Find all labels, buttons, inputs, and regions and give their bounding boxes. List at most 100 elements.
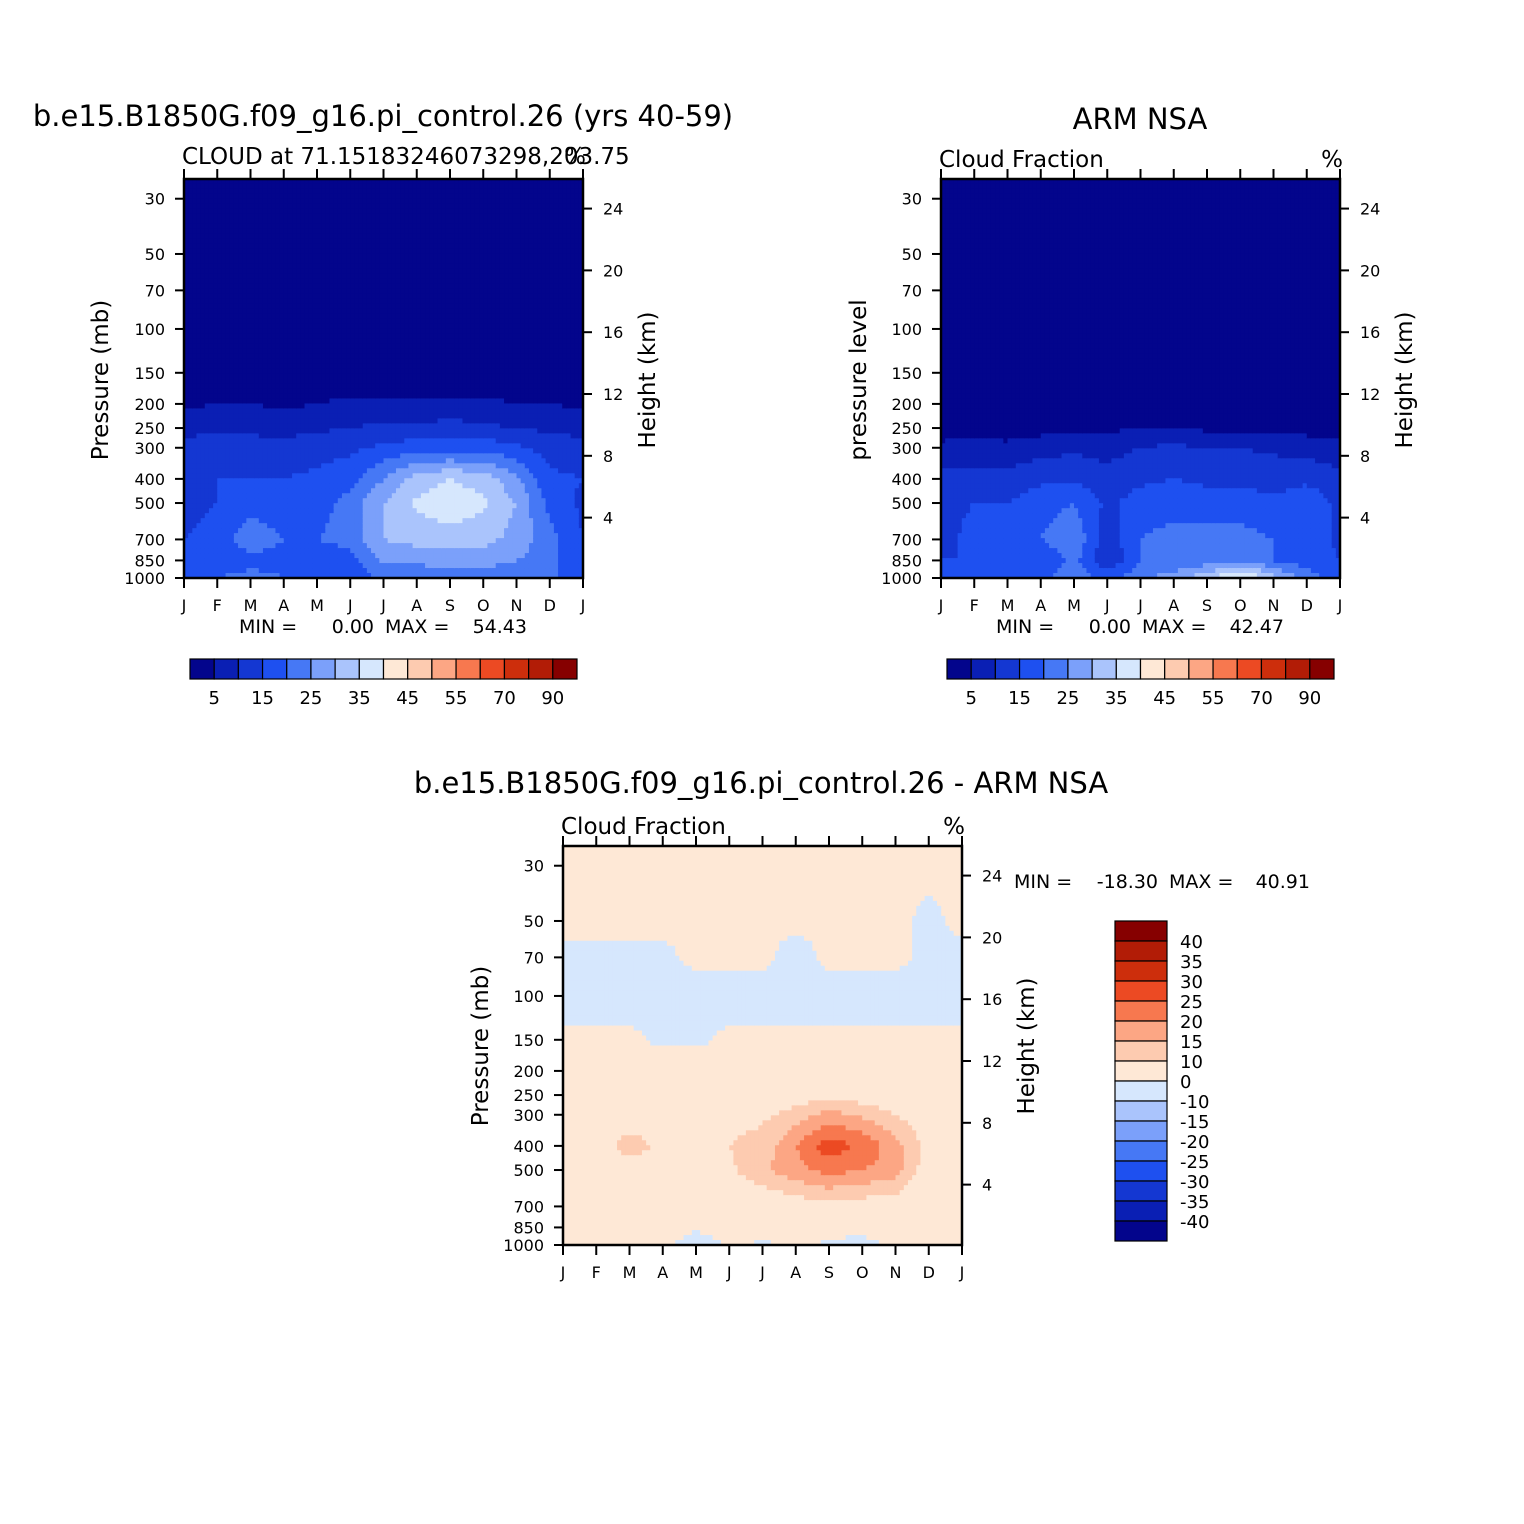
- model-field-cell: [417, 284, 422, 290]
- model-field-cell: [275, 413, 280, 419]
- model-field-cell: [388, 199, 393, 205]
- model-field-cell: [421, 528, 426, 534]
- model-field-cell: [371, 309, 376, 315]
- model-field-cell: [205, 528, 210, 534]
- model-field-cell: [396, 558, 401, 564]
- model-field-cell: [196, 299, 201, 305]
- model-field-cell: [305, 413, 310, 419]
- model-field-cell: [392, 553, 397, 559]
- model-field-cell: [246, 448, 251, 454]
- model-field-cell: [196, 294, 201, 300]
- model-field-cell: [255, 563, 260, 569]
- model-field-cell: [367, 558, 372, 564]
- model-field-cell: [408, 463, 413, 469]
- model-field-cell: [230, 234, 235, 240]
- model-field-cell: [251, 239, 256, 245]
- model-field-cell: [417, 453, 422, 459]
- model-field-cell: [367, 344, 372, 350]
- model-field-cell: [246, 304, 251, 310]
- model-field-cell: [313, 563, 318, 569]
- model-field-cell: [246, 393, 251, 399]
- model-field-cell: [296, 339, 301, 345]
- model-field-cell: [213, 219, 218, 225]
- model-field-cell: [309, 518, 314, 524]
- model-field-cell: [346, 354, 351, 360]
- model-field-cell: [346, 269, 351, 275]
- model-field-cell: [217, 194, 222, 200]
- model-field-cell: [271, 553, 276, 559]
- model-field-cell: [267, 284, 272, 290]
- model-field-cell: [188, 518, 193, 524]
- model-field-cell: [196, 219, 201, 225]
- model-field-cell: [379, 184, 384, 190]
- model-field-cell: [205, 294, 210, 300]
- model-field-cell: [196, 383, 201, 389]
- model-field-cell: [413, 513, 418, 519]
- model-field-cell: [404, 274, 409, 280]
- model-field-cell: [221, 428, 226, 434]
- model-field-cell: [284, 453, 289, 459]
- model-field-cell: [350, 359, 355, 365]
- model-field-cell: [292, 528, 297, 534]
- model-field-cell: [334, 259, 339, 265]
- model-field-cell: [242, 478, 247, 484]
- model-field-cell: [338, 229, 343, 235]
- model-field-cell: [342, 393, 347, 399]
- model-field-cell: [321, 199, 326, 205]
- model-field-cell: [267, 274, 272, 280]
- model-field-cell: [392, 374, 397, 380]
- model-field-cell: [371, 568, 376, 574]
- model-field-cell: [201, 473, 206, 479]
- model-field-cell: [317, 364, 322, 370]
- model-field-cell: [404, 354, 409, 360]
- model-field-cell: [288, 428, 293, 434]
- model-field-cell: [188, 448, 193, 454]
- model-field-cell: [259, 408, 264, 414]
- model-field-cell: [192, 413, 197, 419]
- model-field-cell: [392, 244, 397, 250]
- model-field-cell: [267, 234, 272, 240]
- model-field-cell: [226, 274, 231, 280]
- model-field-cell: [438, 453, 443, 459]
- model-field-cell: [313, 513, 318, 519]
- model-field-cell: [346, 349, 351, 355]
- model-field-cell: [346, 478, 351, 484]
- model-field-cell: [367, 334, 372, 340]
- model-field-cell: [309, 463, 314, 469]
- model-field-cell: [413, 324, 418, 330]
- model-field-cell: [433, 184, 438, 190]
- model-field-cell: [438, 483, 443, 489]
- model-field-cell: [421, 543, 426, 549]
- model-field-cell: [292, 334, 297, 340]
- model-field-cell: [359, 438, 364, 444]
- model-field-cell: [404, 199, 409, 205]
- model-field-cell: [284, 204, 289, 210]
- model-field-cell: [217, 408, 222, 414]
- model-field-cell: [413, 393, 418, 399]
- model-field-cell: [275, 194, 280, 200]
- model-field-cell: [325, 249, 330, 255]
- model-field-cell: [300, 264, 305, 270]
- model-field-cell: [346, 264, 351, 270]
- model-field-cell: [392, 249, 397, 255]
- model-field-cell: [433, 269, 438, 275]
- model-field-cell: [371, 304, 376, 310]
- model-field-cell: [238, 294, 243, 300]
- model-field-cell: [209, 379, 214, 385]
- model-field-cell: [363, 438, 368, 444]
- model-field-cell: [329, 224, 334, 230]
- model-field-cell: [338, 309, 343, 315]
- model-field-cell: [334, 374, 339, 380]
- model-field-cell: [325, 199, 330, 205]
- model-field-cell: [384, 453, 389, 459]
- model-field-cell: [271, 413, 276, 419]
- model-field-cell: [359, 319, 364, 325]
- model-field-cell: [230, 443, 235, 449]
- model-field-cell: [346, 443, 351, 449]
- model-field-cell: [267, 523, 272, 529]
- model-field-cell: [346, 403, 351, 409]
- model-field-cell: [413, 558, 418, 564]
- model-field-cell: [188, 383, 193, 389]
- model-field-cell: [246, 354, 251, 360]
- model-field-cell: [375, 239, 380, 245]
